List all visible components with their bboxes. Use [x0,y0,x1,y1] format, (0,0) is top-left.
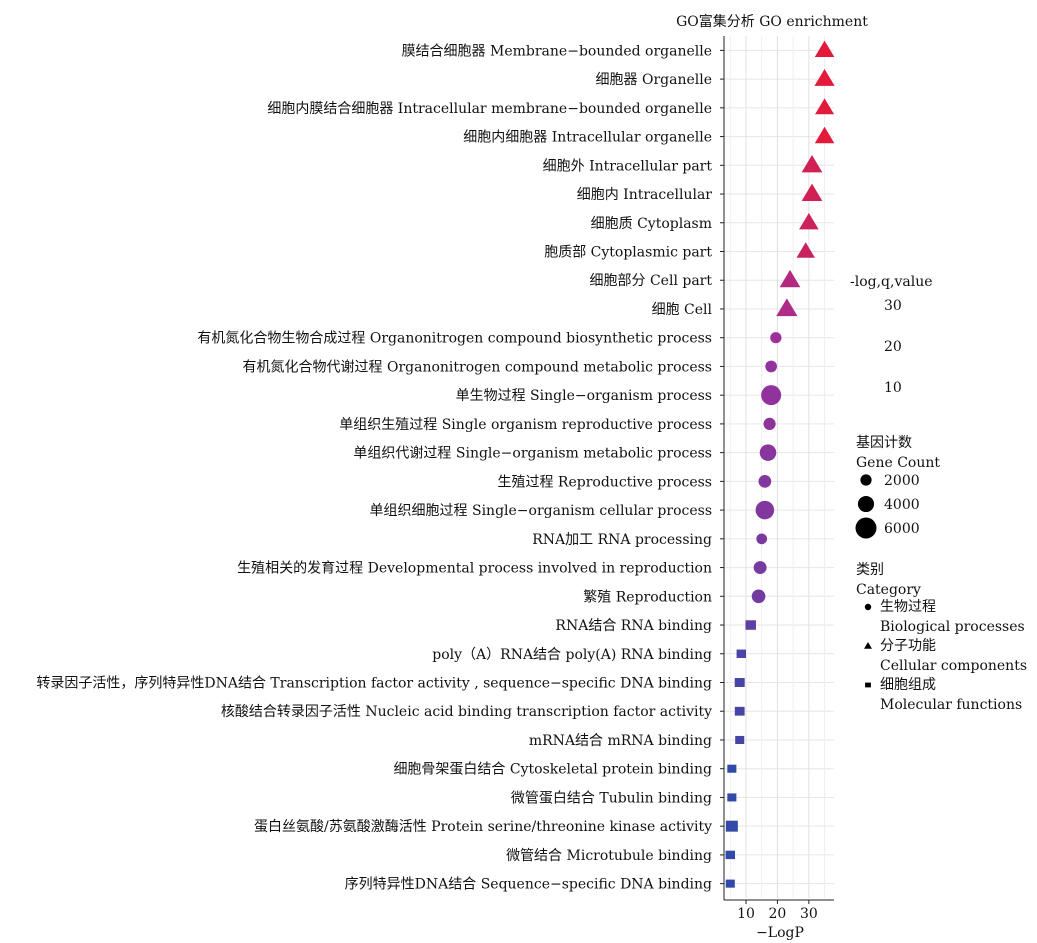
size-legend-label: 2000 [884,473,920,489]
category-label: 序列特异性DNA结合 Sequence−specific DNA binding [345,877,712,893]
data-point [753,561,767,575]
category-legend-label-en: Molecular functions [880,697,1022,713]
x-tick-label: 30 [800,906,818,922]
data-point [801,154,823,173]
size-legend-dot [855,517,877,539]
plot-grid [724,36,834,898]
size-legend-label: 4000 [884,497,920,513]
color-legend-tick: 20 [884,339,902,355]
size-legend-title-cn: 基因计数 [856,434,912,451]
category-label: 单生物过程 Single−organism process [456,388,712,404]
data-point [814,40,835,57]
category-label: RNA加工 RNA processing [532,532,712,548]
category-legend-label-cn: 分子功能 [880,638,936,654]
category-label: 繁殖 Reproduction [583,588,712,605]
color-legend-ticks: 30 20 10 [884,298,902,396]
category-label: 蛋白丝氨酸/苏氨酸激酶活性 Protein serine/threonine k… [254,818,712,835]
category-legend-title-en: Category [856,582,921,598]
data-marks [725,40,835,888]
category-legend-symbol [865,682,871,688]
data-point [799,212,819,230]
category-label: 单组织生殖过程 Single organism reproductive pro… [339,416,712,433]
category-label: 微管蛋白结合 Tubulin binding [511,790,712,806]
data-point [763,417,776,430]
category-label: 生殖过程 Reproductive process [497,473,712,490]
category-label: 胞质部 Cytoplasmic part [544,245,712,261]
data-point [725,820,738,832]
data-point [801,183,823,202]
data-point [727,793,737,802]
category-legend-items: 生物过程 Biological processes 分子功能 Cellular com… [864,599,1027,713]
category-label: 生殖相关的发育过程 Developmental process involved… [237,560,712,577]
category-label: 有机氮化合物生物合成过程 Organonitrogen compound bio… [197,331,712,347]
size-legend-dot [857,495,875,513]
category-label: 单组织细胞过程 Single−organism cellular process [370,503,712,519]
category-legend-label-cn: 生物过程 [880,599,936,615]
category-label: 细胞内膜结合细胞器 Intracellular membrane−bounded… [267,101,712,117]
category-label: 细胞内 Intracellular [577,187,713,203]
size-legend-label: 6000 [884,521,920,537]
category-label: 细胞外 Intracellular part [543,158,713,174]
y-axis-labels: 膜结合细胞器 Membrane−bounded organelle 细胞器 Org… [36,43,724,893]
data-point [770,332,782,344]
x-axis-label: −LogP [756,925,804,941]
size-legend-title-en: Gene Count [856,455,940,471]
category-legend-label-en: Biological processes [880,619,1025,635]
category-label: 膜结合细胞器 Membrane−bounded organelle [402,43,712,59]
category-legend-symbol [864,642,872,649]
data-point [756,533,768,545]
data-point [735,735,745,744]
category-label: 单组织代谢过程 Single−organism metabolic proces… [353,446,712,462]
category-label: 核酸结合转录因子活性 Nucleic acid binding transcri… [221,704,712,720]
data-point [776,298,798,317]
data-point [755,500,775,520]
data-point [814,69,835,86]
category-legend-label-en: Cellular components [880,658,1027,674]
category-label: poly（A）RNA结合 poly(A) RNA binding [432,647,712,663]
data-point [734,706,745,716]
data-point [751,589,766,604]
chart-title: GO富集分析 GO enrichment [676,13,868,30]
plot-background [724,36,834,898]
size-legend-dot [860,474,872,486]
data-point [759,444,777,461]
color-legend-title: -log,q,value [850,274,933,290]
category-label: 细胞内细胞器 Intracellular organelle [463,130,712,146]
category-label: 细胞 Cell [652,302,713,318]
category-label: 细胞器 Organelle [596,72,712,88]
category-label: 有机氮化合物代谢过程 Organonitrogen compound metab… [243,359,712,375]
category-legend-title-cn: 类别 [856,562,884,578]
color-legend-tick: 10 [884,380,902,396]
data-point [725,879,735,888]
data-point [765,360,777,373]
x-tick-label: 10 [737,906,755,922]
data-point [736,649,746,658]
data-point [761,385,782,406]
data-point [779,269,801,288]
color-legend-tick: 30 [884,298,902,314]
data-point [815,98,835,115]
x-tick-label: 20 [769,906,787,922]
legend: -log,q,value 30 20 10 基因计数 Gene Count 2000… [850,274,1027,713]
category-label: 微管结合 Microtubule binding [506,848,712,864]
category-label: mRNA结合 mRNA binding [529,733,712,749]
category-label: 细胞部分 Cell part [590,273,713,289]
category-label: 细胞质 Cytoplasm [591,216,712,232]
category-legend-symbol [864,603,872,611]
category-label: RNA结合 RNA binding [555,618,712,634]
data-point [725,850,735,860]
data-point [727,764,737,773]
data-point [734,678,745,687]
size-legend-items: 2000 4000 6000 [855,473,920,539]
category-legend-label-cn: 细胞组成 [880,677,936,693]
data-point [814,126,835,144]
category-label: 转录因子活性，序列特异性DNA结合 Transcription factor a… [36,676,712,692]
data-point [758,475,772,488]
data-point [745,620,756,630]
category-label: 细胞骨架蛋白结合 Cytoskeletal protein binding [393,762,712,778]
data-point [796,242,815,258]
x-axis: 10 20 30 [723,36,834,922]
